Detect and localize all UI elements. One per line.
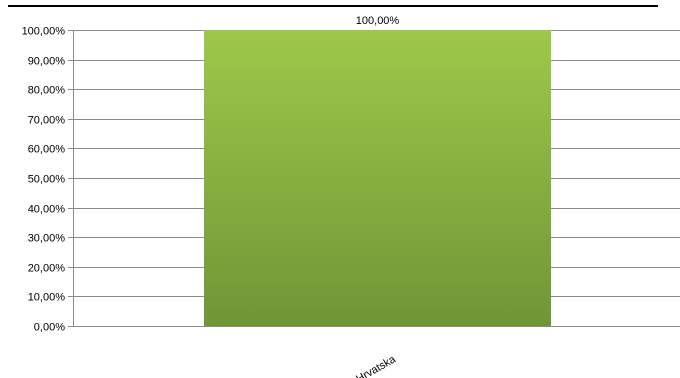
y-tick-label: 20,00% (28, 263, 66, 275)
y-tick-label: 60,00% (28, 144, 66, 156)
bar (204, 30, 551, 326)
y-tick-label: 50,00% (28, 174, 66, 186)
y-tick-label: 0,00% (34, 322, 65, 334)
y-tick-label: 10,00% (28, 292, 66, 304)
data-label: 100,00% (356, 15, 400, 27)
y-tick-label: 80,00% (28, 85, 66, 97)
axes (68, 30, 680, 327)
bars (204, 30, 551, 326)
y-tick-label: 30,00% (28, 233, 66, 245)
y-tick-label: 90,00% (28, 56, 66, 68)
y-tick-label: 70,00% (28, 115, 66, 127)
y-tick-label: 40,00% (28, 204, 66, 216)
x-category-label: Hrvatska (354, 353, 398, 378)
y-tick-label: 100,00% (22, 26, 66, 38)
